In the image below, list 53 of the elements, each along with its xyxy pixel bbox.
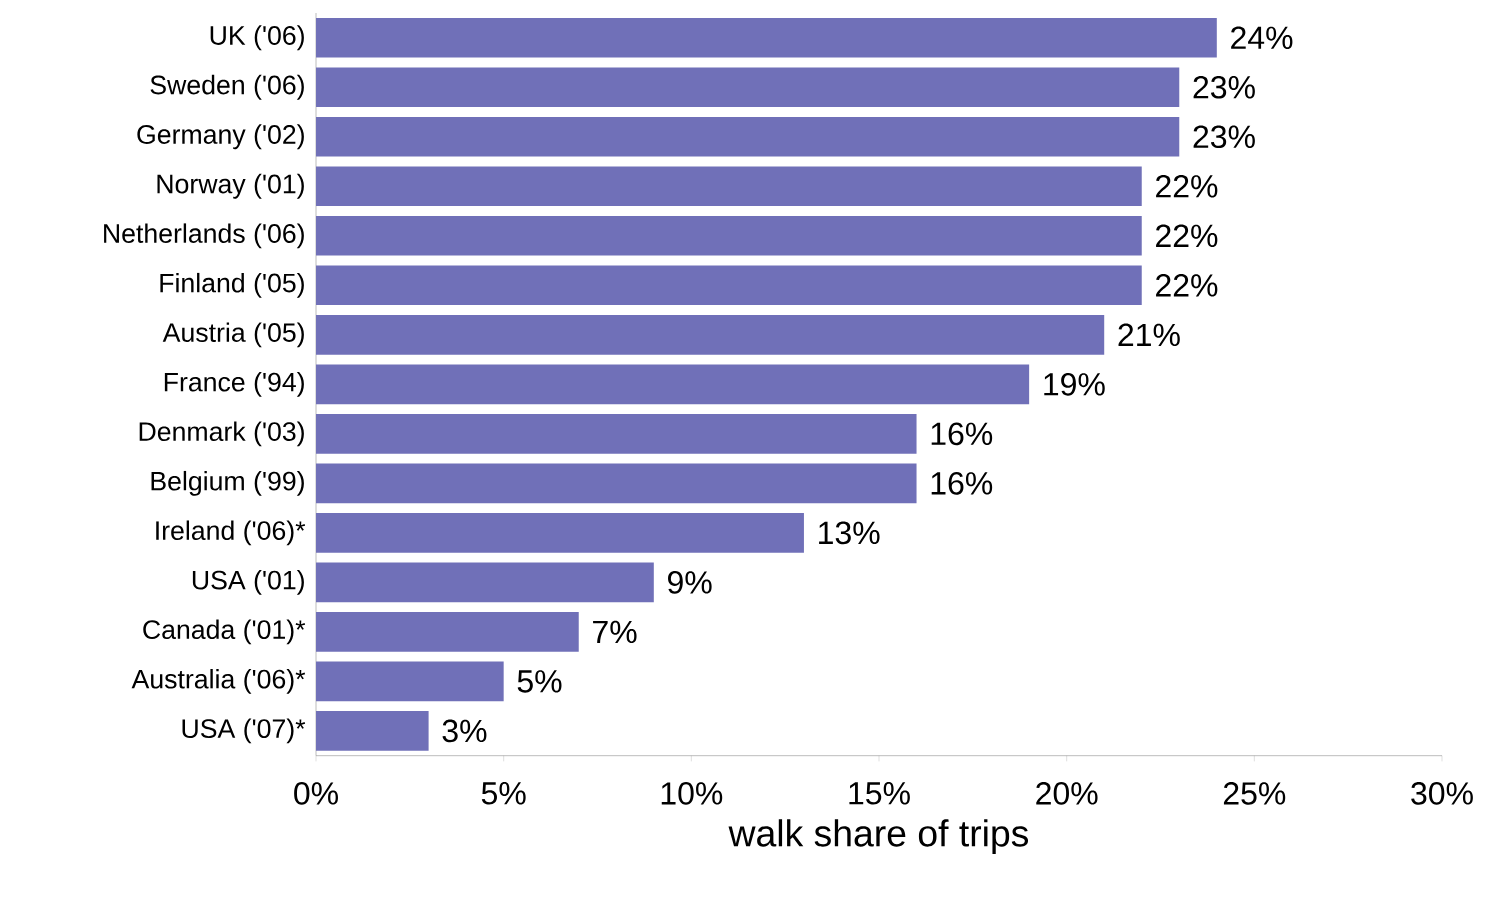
y-tick-label: Finland ('05) [160, 272, 304, 298]
y-tick-label: Australia ('06)* [131, 668, 306, 694]
bar [316, 166, 1142, 207]
x-tick-label: 10% [661, 782, 723, 805]
data-label: 21% [1118, 323, 1180, 347]
bar [316, 216, 1142, 256]
x-tick-label: 5% [481, 782, 526, 805]
y-tick-label: USA ('01) [192, 569, 304, 595]
data-label: 16% [931, 422, 993, 446]
data-label: 24% [1231, 26, 1293, 50]
y-tick-label: France ('94) [164, 371, 304, 397]
data-label: 9% [668, 571, 712, 594]
y-tick-label: Germany ('02) [137, 124, 304, 150]
bar [316, 414, 917, 454]
y-tick-label: UK ('06) [210, 25, 304, 51]
y-tick-label: Denmark ('03) [139, 421, 304, 447]
bar [316, 116, 1180, 157]
bar [316, 265, 1142, 306]
data-label: 16% [931, 472, 993, 495]
data-label: 23% [1193, 125, 1255, 149]
data-label: 22% [1156, 175, 1218, 198]
bar [316, 612, 579, 652]
x-tick-label: 20% [1036, 782, 1098, 805]
x-tick-label: 25% [1223, 782, 1286, 805]
bar [316, 562, 654, 603]
bar [316, 17, 1217, 58]
bar [316, 513, 804, 553]
data-label: 7% [593, 620, 637, 644]
y-tick-label: Sweden ('06) [150, 74, 304, 100]
data-label: 19% [1044, 373, 1105, 396]
data-label: 22% [1156, 274, 1218, 297]
y-tick-label: Netherlands ('06) [104, 223, 304, 249]
y-tick-label: Ireland ('06)* [156, 520, 306, 546]
bar [316, 661, 504, 702]
x-tick-label: 30% [1411, 782, 1473, 805]
data-label: 23% [1193, 75, 1255, 99]
bar [316, 364, 1030, 405]
bar [316, 463, 917, 504]
data-label: 13% [819, 521, 880, 545]
bar [316, 711, 429, 751]
y-tick-label: Belgium ('99) [151, 470, 304, 496]
y-tick-label: USA ('07)* [182, 718, 306, 744]
data-label: 22% [1156, 224, 1218, 248]
y-tick-label: Norway ('01) [157, 173, 304, 199]
x-tick-label: 0% [294, 782, 338, 805]
x-tick-label: 15% [849, 782, 910, 805]
x-axis-title: walk share of trips [728, 819, 1029, 855]
y-tick-label: Austria ('05) [162, 322, 304, 348]
y-tick-label: Canada ('01)* [143, 619, 306, 645]
data-label: 5% [517, 670, 562, 693]
data-label: 3% [442, 719, 487, 743]
bar [316, 67, 1180, 108]
bar [316, 315, 1105, 355]
